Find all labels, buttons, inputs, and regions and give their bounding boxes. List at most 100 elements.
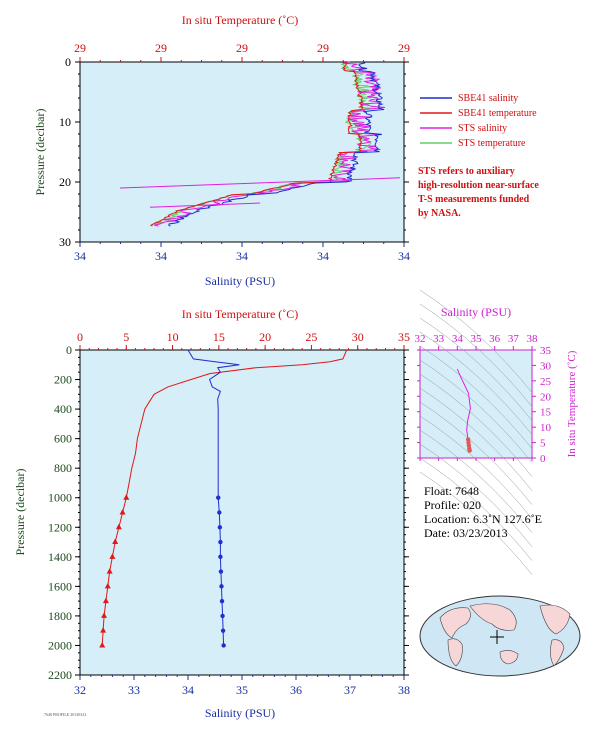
density-contour xyxy=(419,331,533,435)
map-land-south-america xyxy=(550,639,565,667)
ts-x-tick-label: 36 xyxy=(489,333,501,345)
temperature-marker xyxy=(112,538,119,545)
temperature-marker xyxy=(109,553,116,559)
main-y-tick-label: 1800 xyxy=(48,609,72,623)
map-land-australia xyxy=(499,650,519,665)
ts-y-tick-label: 30 xyxy=(540,360,552,372)
density-contour xyxy=(419,303,533,407)
note-line: by NASA. xyxy=(418,208,461,219)
density-contour xyxy=(419,345,533,449)
float-id: Float: 7648 xyxy=(424,484,479,498)
sbe41-salinity-trace xyxy=(168,61,385,227)
top-panel-traces xyxy=(119,61,401,227)
main-top-tick-label: 30 xyxy=(352,330,364,344)
legend-label: SBE41 salinity xyxy=(458,93,518,104)
top-panel-top-tick-label: 29 xyxy=(236,41,248,55)
salinity-marker xyxy=(218,554,223,560)
main-y-tick-label: 1000 xyxy=(48,491,72,505)
top-panel-ylabel: Pressure (decibar) xyxy=(33,109,47,196)
top-panel-xlabel: Salinity (PSU) xyxy=(205,274,275,288)
main-bottom-tick-label: 33 xyxy=(128,683,140,697)
legend: SBE41 salinity SBE41 temperature STS salin… xyxy=(420,93,537,149)
date: Date: 03/23/2013 xyxy=(424,526,508,540)
salinity-marker xyxy=(216,495,221,500)
main-y-tick-label: 200 xyxy=(54,373,72,387)
top-panel-top-axis: 29 29 29 29 29 xyxy=(74,41,410,62)
density-contour xyxy=(419,429,533,533)
top-panel-top-tick-label: 29 xyxy=(398,41,410,55)
ts-x-tick-label: 37 xyxy=(508,333,520,345)
main-panel-traces xyxy=(99,349,348,648)
ts-y-tick-label: 15 xyxy=(540,407,552,419)
main-top-tick-label: 5 xyxy=(123,330,129,344)
ts-plot-area xyxy=(419,349,533,459)
near-surface-panel: In situ Temperature (˚C) 29 29 29 29 29 34 34… xyxy=(33,13,410,288)
salinity-marker xyxy=(220,613,225,619)
ts-density-contours xyxy=(419,289,533,575)
sts-salinity-trace xyxy=(154,61,386,227)
sts-note: STS refers to auxiliary high-resolution n… xyxy=(418,166,539,219)
temperature-marker xyxy=(115,523,122,530)
density-contour xyxy=(419,471,533,575)
main-panel-ylabel: Pressure (decibar) xyxy=(13,469,27,556)
top-panel-top-tick-label: 29 xyxy=(317,41,329,55)
density-contour xyxy=(419,443,533,547)
main-bottom-tick-label: 32 xyxy=(74,683,86,697)
ts-x-tick-label: 38 xyxy=(527,333,539,345)
ts-y-tick-label: 35 xyxy=(540,345,552,357)
top-panel-bottom-tick-label: 34 xyxy=(317,249,329,263)
temperature-marker xyxy=(100,627,107,633)
main-y-tick-label: 1200 xyxy=(48,520,72,534)
density-contour xyxy=(419,415,533,519)
main-panel-xlabel: Salinity (PSU) xyxy=(205,706,275,720)
ts-y-tick-label: 5 xyxy=(540,438,546,450)
ts-points xyxy=(456,368,472,453)
ts-y-axis: 0 5 10 15 20 25 30 35 xyxy=(417,345,552,465)
density-contour xyxy=(419,289,533,393)
temperature-marker xyxy=(101,612,108,618)
main-y-tick-label: 800 xyxy=(54,461,72,475)
main-bottom-tick-label: 34 xyxy=(182,683,194,697)
temperature-marker xyxy=(102,597,109,604)
main-panel-temp-title: In situ Temperature (˚C) xyxy=(182,307,299,321)
main-panel-y-axis: 0 200 400 600 800 1000 1200 1400 1600 1800 2000 220… xyxy=(48,343,409,682)
main-y-tick-label: 0 xyxy=(66,343,72,357)
temperature-profile-line xyxy=(101,349,348,646)
top-panel-y-axis: 0 10 20 30 xyxy=(59,55,409,249)
salinity-marker xyxy=(218,539,223,545)
legend-label: STS salinity xyxy=(458,123,507,134)
density-contour xyxy=(419,457,533,561)
salinity-marker xyxy=(221,643,226,648)
ts-x-tick-label: 35 xyxy=(471,333,483,345)
top-panel-bottom-tick-label: 34 xyxy=(74,249,86,263)
density-contour xyxy=(419,373,533,477)
top-panel-top-tick-label: 29 xyxy=(155,41,167,55)
ts-x-tick-label: 33 xyxy=(433,333,445,345)
main-profile-panel: In situ Temperature (˚C) 0 5 10 15 20 25 30 35 … xyxy=(13,307,410,720)
salinity-marker xyxy=(219,584,224,589)
temperature-marker xyxy=(104,582,111,589)
salinity-marker xyxy=(217,525,223,530)
note-line: STS refers to auxiliary xyxy=(418,166,515,177)
ts-x-tick-label: 32 xyxy=(415,333,426,345)
top-panel-bottom-tick-label: 34 xyxy=(155,249,167,263)
map-land-north-america xyxy=(539,604,571,635)
main-top-tick-label: 15 xyxy=(213,330,225,344)
temperature-marker xyxy=(99,641,106,648)
main-top-tick-label: 20 xyxy=(259,330,271,344)
top-panel-bottom-tick-label: 34 xyxy=(398,249,410,263)
top-panel-y-tick-label: 0 xyxy=(65,55,71,69)
top-panel-bottom-tick-label: 34 xyxy=(236,249,248,263)
top-panel-temp-title: In situ Temperature (˚C) xyxy=(182,13,299,27)
ts-y-tick-label: 0 xyxy=(540,453,546,465)
salinity-profile-line xyxy=(187,349,240,646)
temperature-marker xyxy=(106,568,113,574)
main-bottom-tick-label: 37 xyxy=(344,683,356,697)
sbe41-temperature-trace xyxy=(150,61,364,227)
main-panel-bottom-axis: 32 33 34 35 36 37 38 xyxy=(74,675,410,697)
salinity-marker xyxy=(218,569,224,574)
ts-diagram-panel: Salinity (PSU) 32 33 34 35 36 37 38 0 5 10 15 20 25… xyxy=(415,289,578,575)
density-contour xyxy=(419,387,533,491)
main-y-tick-label: 1400 xyxy=(48,550,72,564)
